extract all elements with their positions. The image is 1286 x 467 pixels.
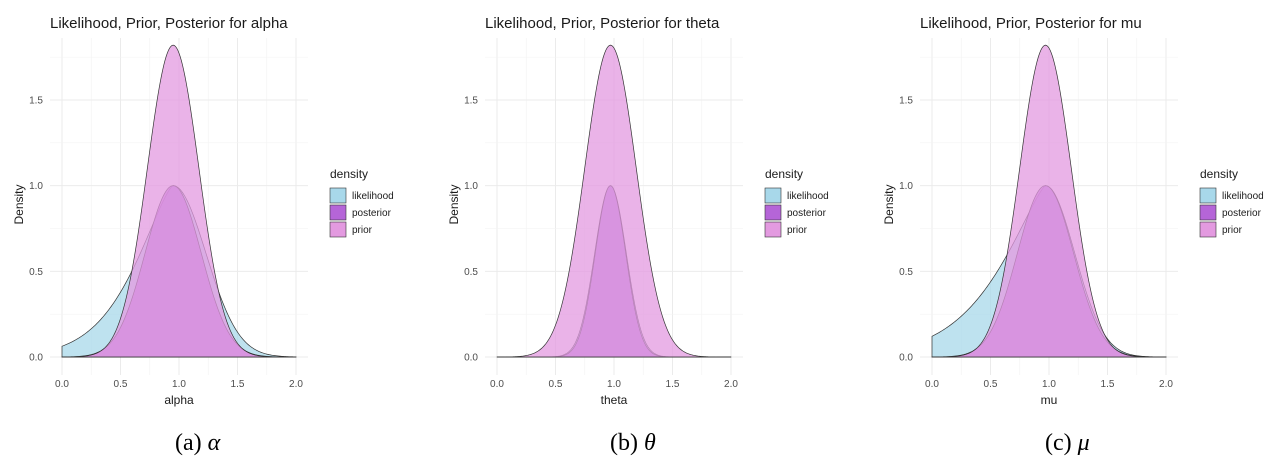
legend-label: prior xyxy=(1222,225,1243,236)
density-areas xyxy=(61,44,297,358)
legend-key-prior xyxy=(764,221,782,238)
density-area-prior xyxy=(931,44,1167,358)
y-tick-label: 0.5 xyxy=(899,267,913,278)
density-areas xyxy=(931,44,1167,358)
legend: density likelihood posterior prior xyxy=(329,167,394,238)
legend-key-prior xyxy=(1199,221,1217,238)
x-tick-label: 2.0 xyxy=(1159,379,1173,390)
legend: density likelihood posterior prior xyxy=(764,167,829,238)
x-axis-label: theta xyxy=(601,393,628,407)
legend-label: likelihood xyxy=(787,191,829,202)
legend-key-likelihood xyxy=(764,187,782,204)
y-tick-label: 0.5 xyxy=(464,267,478,278)
chart-svg: Likelihood, Prior, Posterior for alpha 0.… xyxy=(12,15,394,456)
legend-label: prior xyxy=(352,225,373,236)
panel-caption: (a) α xyxy=(175,430,221,456)
x-tick-label: 0.5 xyxy=(984,379,998,390)
legend-key-likelihood xyxy=(1199,187,1217,204)
y-tick-label: 1.5 xyxy=(29,95,43,106)
chart-svg: Likelihood, Prior, Posterior for theta 0.… xyxy=(447,15,829,456)
x-tick-label: 1.0 xyxy=(172,379,186,390)
legend-label: likelihood xyxy=(352,191,394,202)
y-tick-label: 1.0 xyxy=(464,181,478,192)
legend-key-likelihood xyxy=(329,187,347,204)
y-tick-label: 1.0 xyxy=(899,181,913,192)
x-tick-label: 1.5 xyxy=(231,379,245,390)
y-tick-label: 0.5 xyxy=(29,267,43,278)
legend-key-posterior xyxy=(764,204,782,221)
legend-key-posterior xyxy=(1199,204,1217,221)
y-axis-label: Density xyxy=(882,184,896,224)
legend-label: posterior xyxy=(787,208,827,219)
y-tick-label: 1.5 xyxy=(899,95,913,106)
x-tick-label: 1.5 xyxy=(1101,379,1115,390)
x-tick-label: 1.5 xyxy=(666,379,680,390)
y-axis-label: Density xyxy=(12,184,26,224)
x-axis-label: alpha xyxy=(164,393,194,407)
chart-title: Likelihood, Prior, Posterior for alpha xyxy=(50,15,288,32)
legend-label: prior xyxy=(787,225,808,236)
y-tick-label: 1.0 xyxy=(29,181,43,192)
x-tick-label: 0.5 xyxy=(549,379,563,390)
y-tick-label: 0.0 xyxy=(464,353,478,364)
y-tick-label: 1.5 xyxy=(464,95,478,106)
y-tick-label: 0.0 xyxy=(899,353,913,364)
x-tick-label: 2.0 xyxy=(289,379,303,390)
legend-label: posterior xyxy=(352,208,392,219)
chart-title: Likelihood, Prior, Posterior for theta xyxy=(485,15,720,32)
legend-title: density xyxy=(1200,167,1238,181)
density-areas xyxy=(496,44,732,358)
legend-key-posterior xyxy=(329,204,347,221)
x-tick-label: 1.0 xyxy=(1042,379,1056,390)
x-tick-label: 2.0 xyxy=(724,379,738,390)
legend-key-prior xyxy=(329,221,347,238)
chart-panel-3: Likelihood, Prior, Posterior for mu 0.0 0.… xyxy=(870,0,1286,467)
panel-caption: (c) μ xyxy=(1045,430,1090,456)
x-tick-label: 0.0 xyxy=(55,379,69,390)
chart-title: Likelihood, Prior, Posterior for mu xyxy=(920,15,1142,32)
x-tick-label: 0.0 xyxy=(925,379,939,390)
legend-label: likelihood xyxy=(1222,191,1264,202)
chart-panel-2: Likelihood, Prior, Posterior for theta 0.… xyxy=(435,0,855,467)
y-tick-label: 0.0 xyxy=(29,353,43,364)
legend: density likelihood posterior prior xyxy=(1199,167,1264,238)
legend-title: density xyxy=(765,167,803,181)
chart-svg: Likelihood, Prior, Posterior for mu 0.0 0.… xyxy=(882,15,1264,456)
y-axis-label: Density xyxy=(447,184,461,224)
density-area-prior xyxy=(61,44,296,358)
x-axis-label: mu xyxy=(1041,393,1058,407)
chart-panel-1: Likelihood, Prior, Posterior for alpha 0.… xyxy=(0,0,420,467)
panel-caption: (b) θ xyxy=(610,430,656,456)
x-tick-label: 0.5 xyxy=(114,379,128,390)
x-tick-label: 1.0 xyxy=(607,379,621,390)
density-area-prior xyxy=(496,44,732,358)
legend-title: density xyxy=(330,167,368,181)
x-tick-label: 0.0 xyxy=(490,379,504,390)
legend-label: posterior xyxy=(1222,208,1262,219)
